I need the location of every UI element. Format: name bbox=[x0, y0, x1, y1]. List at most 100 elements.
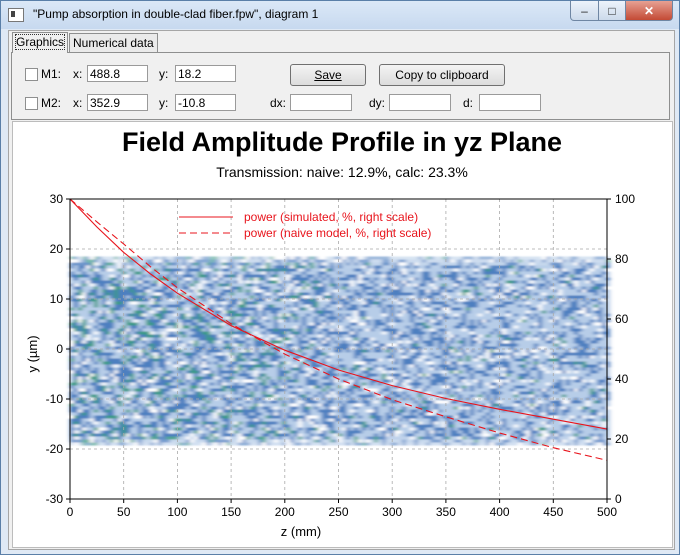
heatmap-cell bbox=[190, 400, 194, 404]
heatmap-cell bbox=[350, 436, 354, 440]
heatmap-cell bbox=[126, 337, 130, 341]
heatmap-cell bbox=[270, 358, 274, 362]
heatmap-cell bbox=[282, 442, 286, 446]
heatmap-cell bbox=[130, 400, 134, 404]
heatmap-cell bbox=[202, 262, 206, 266]
save-button[interactable]: Save bbox=[290, 64, 366, 86]
heatmap-cell bbox=[166, 415, 170, 419]
heatmap-cell bbox=[374, 259, 378, 263]
heatmap-cell bbox=[354, 439, 358, 443]
chart-svg[interactable]: Field Amplitude Profile in yz Plane Tran… bbox=[13, 122, 672, 547]
heatmap-cell bbox=[234, 346, 238, 350]
heatmap-cell bbox=[294, 412, 298, 416]
heatmap-cell bbox=[282, 322, 286, 326]
title-bar[interactable]: "Pump absorption in double-clad fiber.fp… bbox=[1, 1, 679, 29]
dx-field[interactable] bbox=[290, 94, 352, 111]
heatmap-cell bbox=[242, 286, 246, 290]
heatmap-cell bbox=[338, 409, 342, 413]
heatmap-cell bbox=[258, 349, 262, 353]
heatmap-cell bbox=[194, 439, 198, 443]
heatmap-cell bbox=[262, 310, 266, 314]
heatmap-cell bbox=[258, 298, 262, 302]
heatmap-cell bbox=[374, 292, 378, 296]
m2-x-field[interactable]: 352.9 bbox=[87, 94, 148, 111]
heatmap-cell bbox=[362, 271, 366, 275]
tab-numerical-data[interactable]: Numerical data bbox=[69, 33, 158, 52]
heatmap-cell bbox=[114, 415, 118, 419]
heatmap-cell bbox=[142, 349, 146, 353]
heatmap-cell bbox=[70, 364, 74, 368]
dy-field[interactable] bbox=[389, 94, 451, 111]
m1-y-field[interactable]: 18.2 bbox=[175, 65, 236, 82]
tab-graphics[interactable]: Graphics bbox=[12, 32, 69, 53]
heatmap-cell bbox=[118, 439, 122, 443]
heatmap-cell bbox=[234, 334, 238, 338]
heatmap-cell bbox=[382, 295, 386, 299]
heatmap-cell bbox=[318, 331, 322, 335]
m2-checkbox[interactable] bbox=[25, 97, 38, 110]
heatmap-cell bbox=[102, 337, 106, 341]
heatmap-cell bbox=[102, 430, 106, 434]
heatmap-cell bbox=[354, 289, 358, 293]
heatmap-cell bbox=[158, 328, 162, 332]
heatmap-cell bbox=[90, 280, 94, 284]
heatmap-cell bbox=[98, 439, 102, 443]
heatmap-cell bbox=[314, 301, 318, 305]
heatmap-cell bbox=[334, 364, 338, 368]
heatmap-cells bbox=[70, 256, 610, 446]
maximize-button[interactable]: □ bbox=[598, 1, 626, 21]
heatmap-cell bbox=[342, 424, 346, 428]
d-field[interactable] bbox=[479, 94, 541, 111]
heatmap-cell bbox=[142, 340, 146, 344]
copy-to-clipboard-button[interactable]: Copy to clipboard bbox=[379, 64, 505, 86]
heatmap-cell bbox=[322, 295, 326, 299]
heatmap-cell bbox=[342, 337, 346, 341]
heatmap-cell bbox=[94, 292, 98, 296]
heatmap-cell bbox=[354, 295, 358, 299]
heatmap-cell bbox=[178, 358, 182, 362]
heatmap-cell bbox=[198, 346, 202, 350]
heatmap-cell bbox=[130, 331, 134, 335]
heatmap-cell bbox=[242, 424, 246, 428]
heatmap-cell bbox=[250, 286, 254, 290]
heatmap-cell bbox=[370, 349, 374, 353]
heatmap-cell bbox=[338, 325, 342, 329]
heatmap-cell bbox=[370, 439, 374, 443]
heatmap-cell bbox=[114, 274, 118, 278]
heatmap-cell bbox=[94, 343, 98, 347]
heatmap-cell bbox=[90, 397, 94, 401]
heatmap-cell bbox=[334, 343, 338, 347]
heatmap-cell bbox=[298, 364, 302, 368]
close-button[interactable]: ✕ bbox=[625, 1, 673, 21]
m1-checkbox[interactable] bbox=[25, 68, 38, 81]
heatmap-cell bbox=[118, 409, 122, 413]
minimize-button[interactable]: – bbox=[570, 1, 599, 21]
heatmap-cell bbox=[234, 367, 238, 371]
heatmap-cell bbox=[250, 442, 254, 446]
plot-area[interactable]: Field Amplitude Profile in yz Plane Tran… bbox=[12, 121, 673, 548]
heatmap-cell bbox=[138, 301, 142, 305]
heatmap-cell bbox=[326, 361, 330, 365]
m2-y-field[interactable]: -10.8 bbox=[175, 94, 236, 111]
heatmap-cell bbox=[114, 436, 118, 440]
heatmap-cell bbox=[118, 316, 122, 320]
heatmap-cell bbox=[178, 331, 182, 335]
heatmap-cell bbox=[94, 406, 98, 410]
heatmap-cell bbox=[210, 409, 214, 413]
heatmap-cell bbox=[194, 358, 198, 362]
m1-x-field[interactable]: 488.8 bbox=[87, 65, 148, 82]
heatmap-cell bbox=[250, 409, 254, 413]
heatmap-cell bbox=[114, 412, 118, 416]
heatmap-cell bbox=[158, 319, 162, 323]
heatmap-cell bbox=[174, 379, 178, 383]
heatmap-cell bbox=[290, 415, 294, 419]
heatmap-cell bbox=[218, 274, 222, 278]
app-icon[interactable] bbox=[8, 8, 24, 22]
heatmap-cell bbox=[238, 346, 242, 350]
heatmap-cell bbox=[202, 259, 206, 263]
heatmap-cell bbox=[334, 370, 338, 374]
heatmap-cell bbox=[186, 262, 190, 266]
heatmap-cell bbox=[346, 280, 350, 284]
heatmap-cell bbox=[178, 262, 182, 266]
heatmap-cell bbox=[378, 436, 382, 440]
